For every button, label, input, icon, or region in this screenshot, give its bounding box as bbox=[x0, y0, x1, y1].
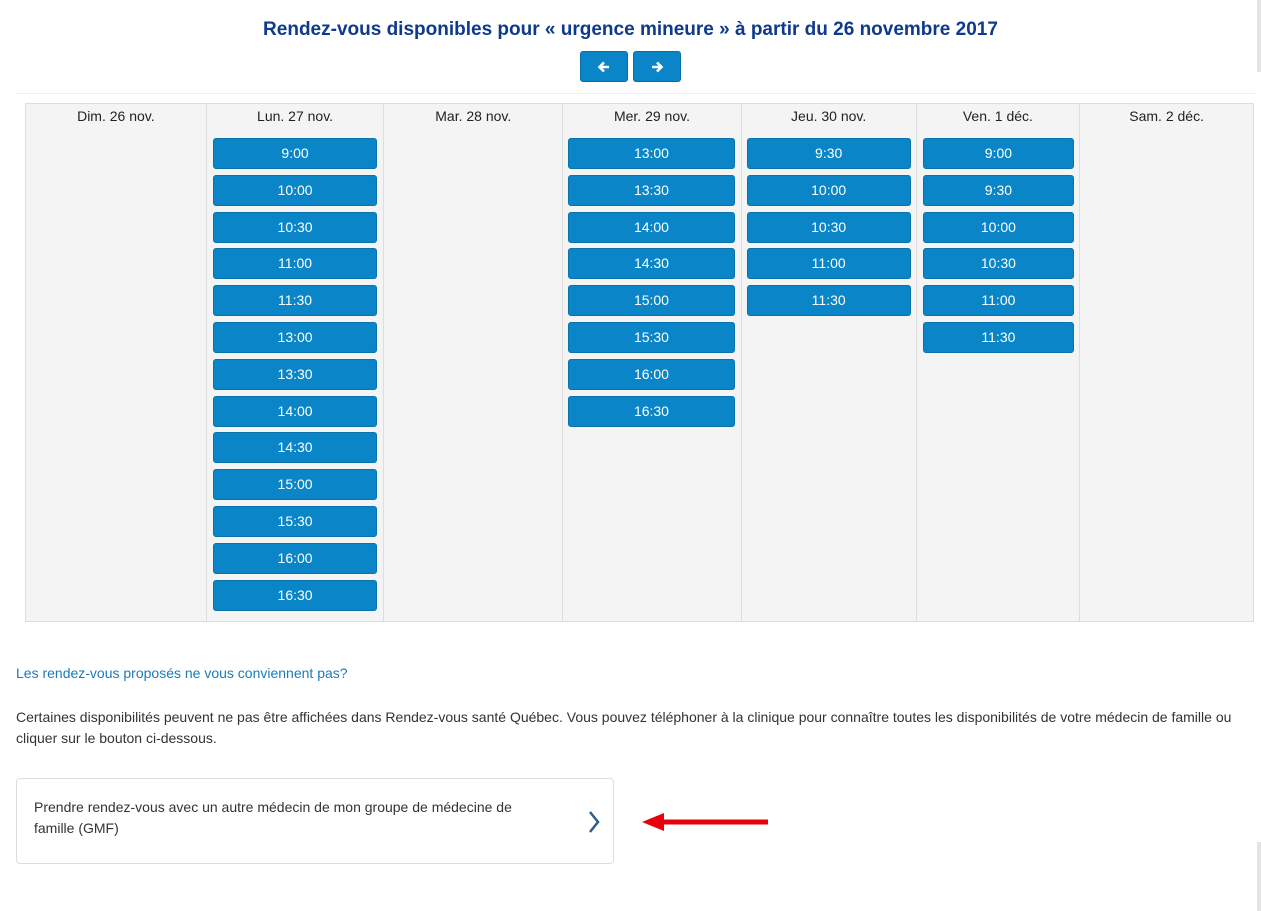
time-slot-button[interactable]: 9:30 bbox=[746, 138, 911, 169]
day-column: Ven. 1 déc. 9:00 9:30 10:00 10:30 11:00 11:30 bbox=[917, 104, 1081, 621]
time-slot-button[interactable]: 13:30 bbox=[568, 174, 735, 206]
time-slot-button[interactable]: 14:00 bbox=[212, 395, 378, 427]
time-slot-button[interactable]: 14:30 bbox=[568, 248, 735, 280]
time-slot-button[interactable]: 15:30 bbox=[568, 321, 735, 353]
time-slot-button[interactable]: 10:30 bbox=[212, 211, 378, 243]
time-slot-button[interactable]: 15:30 bbox=[212, 505, 378, 537]
calendar-grid: Dim. 26 nov. Lun. 27 nov. 9:00 10:00 10:30 11… bbox=[25, 103, 1254, 622]
arrow-right-icon bbox=[652, 61, 664, 72]
time-slot-button[interactable]: 16:30 bbox=[568, 395, 735, 427]
info-text: Certaines disponibilités peuvent ne pas … bbox=[16, 709, 1232, 746]
time-slot-button[interactable]: 9:00 bbox=[212, 138, 378, 169]
time-slot-button[interactable]: 9:30 bbox=[922, 174, 1075, 206]
alternatives-link[interactable]: Les rendez-vous proposés ne vous convien… bbox=[16, 665, 348, 681]
chevron-right-icon bbox=[589, 811, 600, 833]
page-title: Rendez-vous disponibles pour « urgence m… bbox=[263, 19, 998, 40]
time-slot-button[interactable]: 16:30 bbox=[212, 579, 378, 611]
other-doctor-gmf-button[interactable]: Prendre rendez-vous avec un autre médeci… bbox=[16, 778, 614, 864]
divider bbox=[15, 93, 1255, 94]
slot-list: 9:00 9:30 10:00 10:30 11:00 11:30 bbox=[922, 138, 1075, 359]
time-slot-button[interactable]: 11:00 bbox=[922, 285, 1075, 317]
time-slot-button[interactable]: 15:00 bbox=[212, 469, 378, 501]
day-header: Mer. 29 nov. bbox=[613, 108, 690, 124]
time-slot-button[interactable]: 11:30 bbox=[212, 285, 378, 317]
next-week-button[interactable] bbox=[633, 51, 681, 82]
time-slot-button[interactable]: 10:30 bbox=[922, 248, 1075, 280]
time-slot-button[interactable]: 10:00 bbox=[922, 211, 1075, 243]
scrollbar-lower[interactable] bbox=[1257, 842, 1261, 911]
time-slot-button[interactable]: 14:30 bbox=[212, 432, 378, 464]
annotation-arrow-icon bbox=[642, 813, 768, 831]
day-column: Mer. 29 nov. 13:00 13:30 14:00 14:30 15:00 15:… bbox=[563, 104, 742, 621]
day-header: Jeu. 30 nov. bbox=[791, 108, 867, 124]
slot-list: 9:30 10:00 10:30 11:00 11:30 bbox=[746, 138, 911, 322]
time-slot-button[interactable]: 15:00 bbox=[568, 285, 735, 317]
time-slot-button[interactable]: 10:30 bbox=[746, 211, 911, 243]
day-header: Ven. 1 déc. bbox=[962, 108, 1033, 124]
time-slot-button[interactable]: 13:00 bbox=[568, 138, 735, 169]
time-slot-button[interactable]: 13:30 bbox=[212, 358, 378, 390]
time-slot-button[interactable]: 9:00 bbox=[922, 138, 1075, 169]
time-slot-button[interactable]: 11:00 bbox=[746, 248, 911, 280]
day-column: Sam. 2 déc. bbox=[1080, 104, 1253, 621]
time-slot-button[interactable]: 14:00 bbox=[568, 211, 735, 243]
other-doctor-gmf-label: Prendre rendez-vous avec un autre médeci… bbox=[34, 799, 512, 836]
previous-week-button[interactable] bbox=[580, 51, 628, 82]
day-column: Dim. 26 nov. bbox=[26, 104, 207, 621]
day-header: Dim. 26 nov. bbox=[77, 108, 155, 124]
slot-list: 9:00 10:00 10:30 11:00 11:30 13:00 13:30 14:00 1… bbox=[212, 138, 378, 616]
time-slot-button[interactable]: 16:00 bbox=[212, 542, 378, 574]
day-column: Jeu. 30 nov. 9:30 10:00 10:30 11:00 11:30 bbox=[742, 104, 917, 621]
scrollbar[interactable] bbox=[1257, 0, 1261, 72]
day-column: Lun. 27 nov. 9:00 10:00 10:30 11:00 11:30 13:0… bbox=[207, 104, 385, 621]
day-column: Mar. 28 nov. bbox=[384, 104, 564, 621]
time-slot-button[interactable]: 11:00 bbox=[212, 248, 378, 280]
arrow-left-icon bbox=[597, 61, 609, 72]
slot-list: 13:00 13:30 14:00 14:30 15:00 15:30 16:00 16:30 bbox=[568, 138, 735, 432]
time-slot-button[interactable]: 11:30 bbox=[922, 321, 1075, 353]
day-header: Sam. 2 déc. bbox=[1129, 108, 1204, 124]
time-slot-button[interactable]: 10:00 bbox=[746, 174, 911, 206]
time-slot-button[interactable]: 11:30 bbox=[746, 285, 911, 317]
time-slot-button[interactable]: 16:00 bbox=[568, 358, 735, 390]
time-slot-button[interactable]: 13:00 bbox=[212, 321, 378, 353]
day-header: Mar. 28 nov. bbox=[435, 108, 512, 124]
day-header: Lun. 27 nov. bbox=[257, 108, 334, 124]
time-slot-button[interactable]: 10:00 bbox=[212, 174, 378, 206]
